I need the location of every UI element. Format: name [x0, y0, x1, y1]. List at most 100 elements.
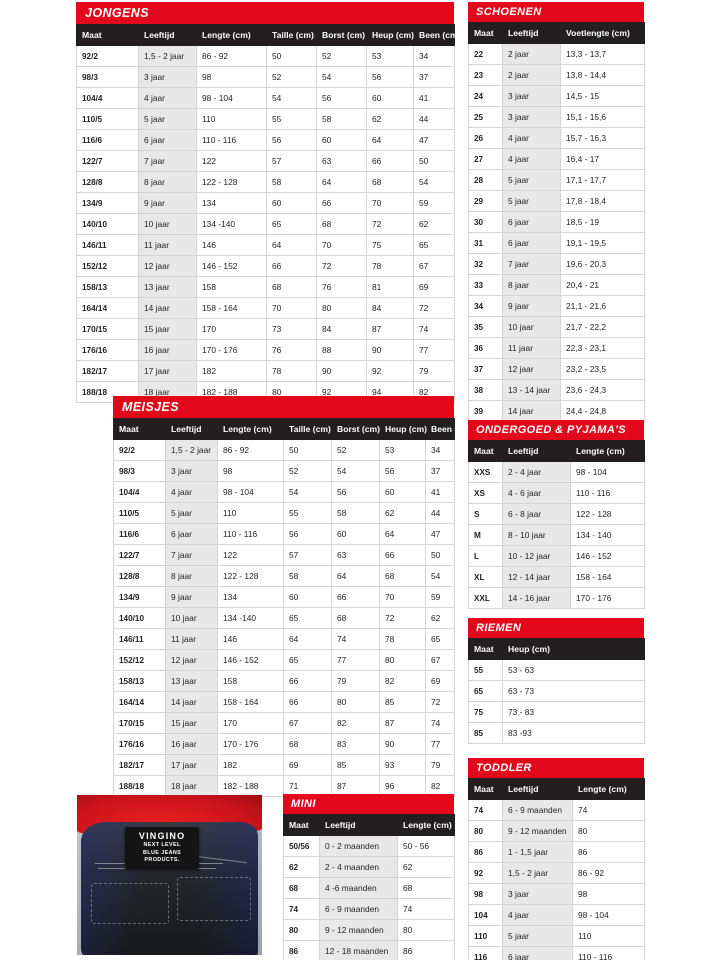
cell-value: 63	[331, 544, 380, 566]
column-header-0: Maat	[76, 24, 139, 46]
cell-size: 39	[468, 400, 503, 422]
cell-size: 116/6	[113, 523, 166, 545]
cell-size: 164/14	[76, 297, 139, 319]
cell-value: 8 jaar	[502, 274, 561, 296]
cell-value: 60	[331, 523, 380, 545]
table-row: 122/7 7 jaar 122 57 63 66 50	[76, 150, 455, 172]
cell-value: 74	[397, 898, 455, 920]
cell-value: 1,5 - 2 jaar	[138, 45, 197, 67]
table-header-row: Maat Heup (cm)	[468, 638, 645, 660]
cell-value: 3 jaar	[138, 66, 197, 88]
cell-value: 158 - 164	[570, 566, 645, 588]
table-row: 86 1 - 1,5 jaar 86	[468, 841, 645, 863]
table-row: 92 1,5 - 2 jaar 86 - 92	[468, 862, 645, 884]
cell-value: 13,8 - 14,4	[560, 64, 645, 86]
cell-value: 68	[331, 607, 380, 629]
cell-size: 116	[468, 946, 503, 960]
cell-value: 13 jaar	[138, 276, 197, 298]
cell-size: 75	[468, 701, 503, 723]
cell-value: 170 - 176	[196, 339, 267, 361]
cell-value: 77	[413, 339, 455, 361]
cell-value: 10 jaar	[138, 213, 197, 235]
column-header-1: Heup (cm)	[502, 638, 645, 660]
cell-value: 63 - 73	[502, 680, 645, 702]
cell-value: 68	[379, 565, 426, 587]
cell-size: 85	[468, 722, 503, 744]
cell-value: 1,5 - 2 jaar	[165, 439, 218, 461]
cell-value: 96	[379, 775, 426, 797]
cell-value: 60	[283, 586, 332, 608]
cell-size: 80	[468, 820, 503, 842]
cell-value: 6 jaar	[502, 946, 573, 960]
table-riemen: Maat Heup (cm) 55 53 - 63 65 63 - 73 75 73 - 83…	[468, 638, 645, 744]
cell-value: 77	[425, 733, 455, 755]
column-header-2: Lengte (cm)	[397, 814, 455, 836]
cell-value: 86	[397, 940, 455, 960]
cell-value: 62	[379, 502, 426, 524]
cell-value: 77	[331, 649, 380, 671]
cell-value: 65	[283, 607, 332, 629]
cell-value: 3 jaar	[165, 460, 218, 482]
table-row: 27 4 jaar 16,4 - 17	[468, 148, 645, 170]
cell-value: 134 - 140	[570, 524, 645, 546]
table-row: 28 5 jaar 17,1 - 17,7	[468, 169, 645, 191]
column-header-5: Heup (cm)	[379, 418, 427, 440]
cell-value: 79	[331, 670, 380, 692]
table-row: 39 14 jaar 24,4 - 24,8	[468, 400, 645, 422]
cell-value: 12 - 14 jaar	[502, 566, 571, 588]
cell-value: 68	[266, 276, 317, 298]
cell-size: 50/56	[283, 835, 320, 857]
cell-value: 78	[266, 360, 317, 382]
cell-value: 66	[366, 150, 414, 172]
table-row: 92/2 1,5 - 2 jaar 86 - 92 50 52 53 34	[113, 439, 455, 461]
cell-value: 69	[413, 276, 455, 298]
cell-size: 98/3	[113, 460, 166, 482]
column-header-1: Leeftijd	[138, 24, 197, 46]
cell-value: 12 jaar	[165, 649, 218, 671]
cell-value: 55	[266, 108, 317, 130]
cell-value: 71	[283, 775, 332, 797]
cell-value: 12 - 18 maanden	[319, 940, 398, 960]
table-row: 134/9 9 jaar 134 60 66 70 59	[113, 586, 455, 608]
table-row: 35 10 jaar 21,7 - 22,2	[468, 316, 645, 338]
banner-toddler: TODDLER	[468, 758, 644, 778]
cell-value: 110	[217, 502, 284, 524]
cell-value: 4 jaar	[138, 87, 197, 109]
cell-value: 70	[266, 297, 317, 319]
cell-value: 78	[379, 628, 426, 650]
cell-value: 67	[413, 255, 455, 277]
cell-value: 4 jaar	[502, 127, 561, 149]
cell-value: 110 - 116	[570, 482, 645, 504]
cell-value: 66	[379, 544, 426, 566]
cell-value: 54	[413, 171, 455, 193]
cell-value: 87	[331, 775, 380, 797]
banner-mini: MINI	[283, 794, 454, 814]
cell-value: 64	[379, 523, 426, 545]
cell-size: 182/17	[76, 360, 139, 382]
table-row: 164/14 14 jaar 158 - 164 70 80 84 72	[76, 297, 455, 319]
table-schoenen: Maat Leeftijd Voetlengte (cm) 22 2 jaar 13,3 …	[468, 22, 645, 422]
cell-size: 176/16	[76, 339, 139, 361]
cell-value: 62	[397, 856, 455, 878]
table-header-row: Maat Leeftijd Lengte (cm)	[283, 814, 455, 836]
cell-size: 74	[283, 898, 320, 920]
cell-value: 66	[331, 586, 380, 608]
table-row: 36 11 jaar 22,3 - 23,1	[468, 337, 645, 359]
cell-value: 66	[283, 691, 332, 713]
cell-value: 56	[283, 523, 332, 545]
cell-value: 81	[366, 276, 414, 298]
cell-value: 122 - 128	[196, 171, 267, 193]
column-header-6: Been (cm)	[413, 24, 461, 46]
photo-back-pocket-left	[91, 882, 170, 924]
cell-size: 134/9	[113, 586, 166, 608]
cell-value: 67	[283, 712, 332, 734]
table-row: 176/16 16 jaar 170 - 176 68 83 90 77	[113, 733, 455, 755]
column-header-1: Leeftijd	[502, 778, 573, 800]
cell-value: 62	[413, 213, 455, 235]
table-panel-meisjes: MEISJES Maat Leeftijd Lengte (cm) Taille (c…	[113, 396, 473, 797]
cell-value: 4 jaar	[502, 904, 573, 926]
column-header-0: Maat	[468, 638, 503, 660]
table-row: 86 12 - 18 maanden 86	[283, 940, 455, 960]
table-row: 98 3 jaar 98	[468, 883, 645, 905]
